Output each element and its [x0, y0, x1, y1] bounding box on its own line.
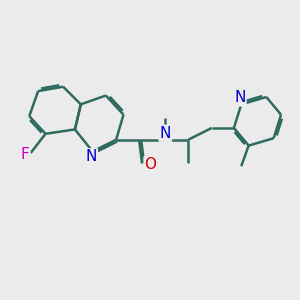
- Text: N: N: [85, 149, 97, 164]
- Text: O: O: [145, 157, 157, 172]
- Text: F: F: [20, 147, 29, 162]
- Text: N: N: [160, 126, 171, 141]
- Text: N: N: [234, 90, 245, 105]
